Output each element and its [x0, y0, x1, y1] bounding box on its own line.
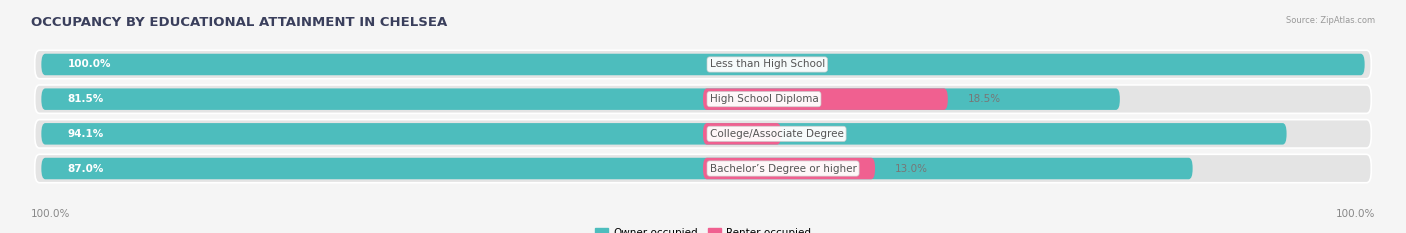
Text: 5.9%: 5.9%	[801, 129, 827, 139]
Text: 100.0%: 100.0%	[1336, 209, 1375, 219]
FancyBboxPatch shape	[41, 123, 1286, 145]
Text: OCCUPANCY BY EDUCATIONAL ATTAINMENT IN CHELSEA: OCCUPANCY BY EDUCATIONAL ATTAINMENT IN C…	[31, 16, 447, 29]
FancyBboxPatch shape	[35, 50, 1371, 79]
Text: High School Diploma: High School Diploma	[710, 94, 818, 104]
Text: 18.5%: 18.5%	[967, 94, 1001, 104]
Text: 100.0%: 100.0%	[67, 59, 111, 69]
FancyBboxPatch shape	[41, 158, 1192, 179]
FancyBboxPatch shape	[703, 158, 875, 179]
Text: 87.0%: 87.0%	[67, 164, 104, 174]
Text: 81.5%: 81.5%	[67, 94, 104, 104]
Text: 94.1%: 94.1%	[67, 129, 104, 139]
FancyBboxPatch shape	[41, 88, 1119, 110]
Text: College/Associate Degree: College/Associate Degree	[710, 129, 844, 139]
Text: 100.0%: 100.0%	[31, 209, 70, 219]
FancyBboxPatch shape	[41, 54, 1365, 75]
FancyBboxPatch shape	[35, 120, 1371, 148]
Text: Source: ZipAtlas.com: Source: ZipAtlas.com	[1286, 16, 1375, 25]
FancyBboxPatch shape	[703, 123, 782, 145]
Text: Less than High School: Less than High School	[710, 59, 825, 69]
Text: 0.0%: 0.0%	[723, 59, 749, 69]
Text: 13.0%: 13.0%	[894, 164, 928, 174]
FancyBboxPatch shape	[35, 85, 1371, 113]
Legend: Owner-occupied, Renter-occupied: Owner-occupied, Renter-occupied	[591, 224, 815, 233]
FancyBboxPatch shape	[703, 88, 948, 110]
Text: Bachelor’s Degree or higher: Bachelor’s Degree or higher	[710, 164, 856, 174]
FancyBboxPatch shape	[35, 154, 1371, 183]
